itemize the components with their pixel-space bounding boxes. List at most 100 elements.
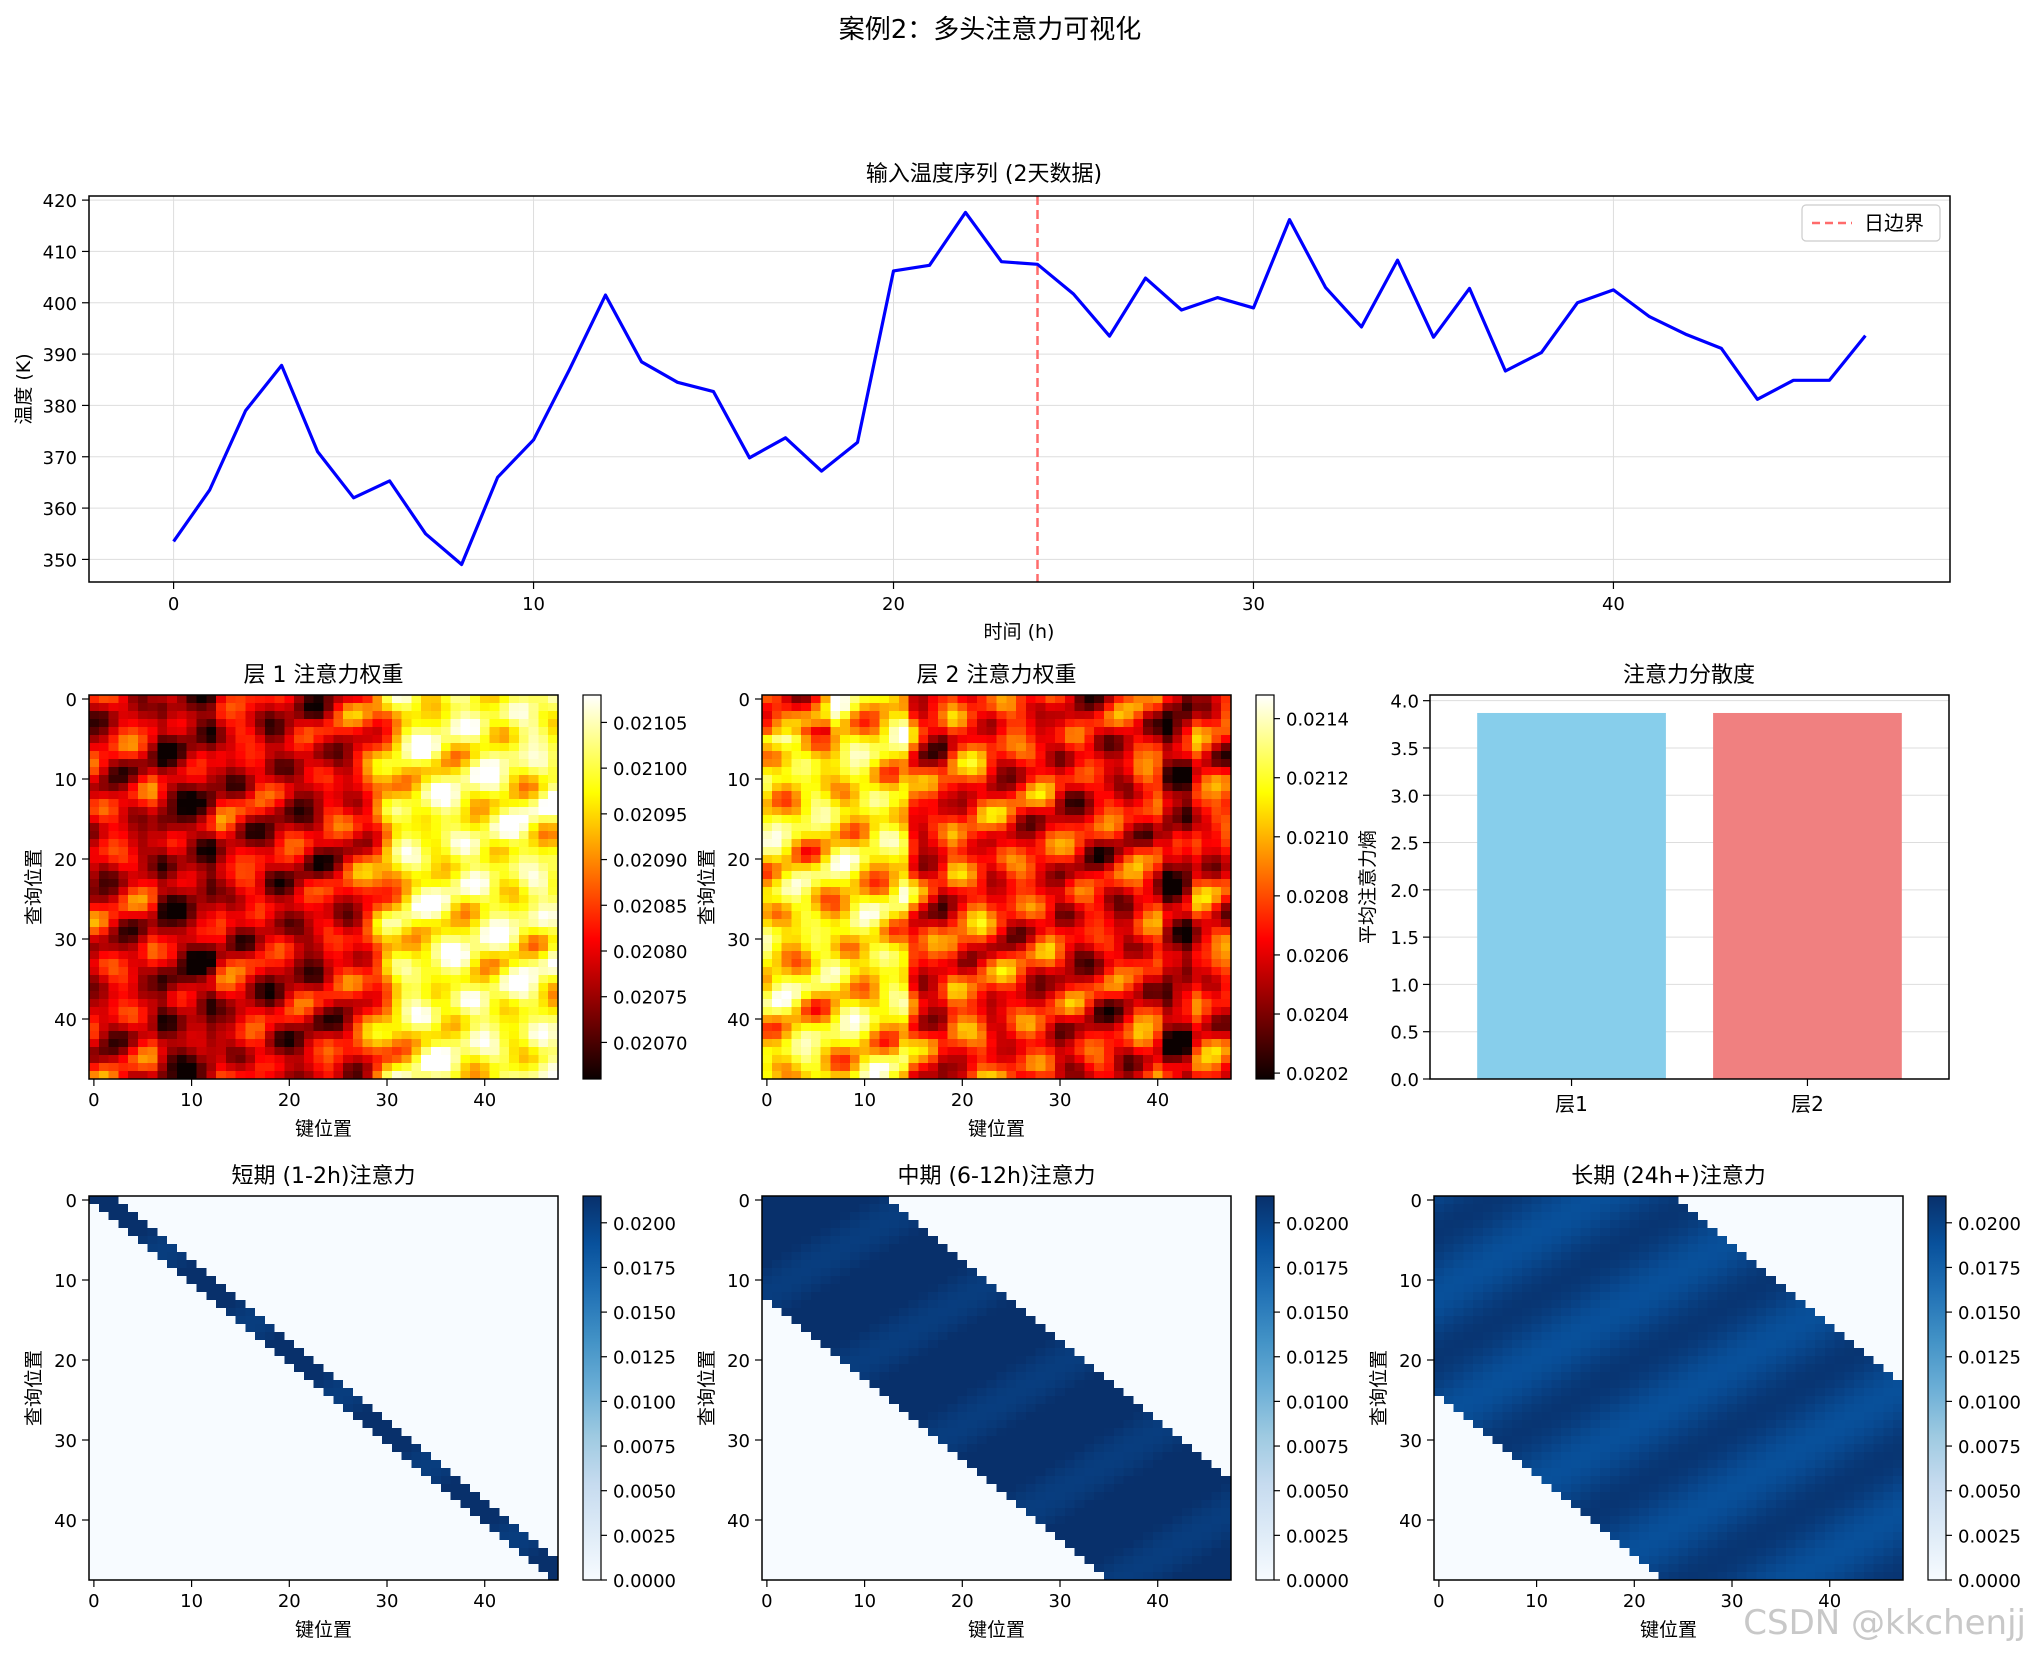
heatmap-cell	[489, 831, 500, 840]
heatmap-cell	[401, 727, 413, 736]
heatmap-cell	[313, 791, 325, 800]
heatmap-cell	[147, 815, 158, 824]
heatmap-cell	[1055, 711, 1066, 720]
heatmap-cell	[157, 727, 168, 736]
heatmap-cell	[967, 919, 978, 928]
heatmap-cell	[460, 951, 471, 960]
heatmap-cell	[889, 943, 900, 952]
heatmap-cell	[1143, 895, 1154, 904]
heatmap-cell	[118, 783, 129, 792]
heatmap-cell	[108, 991, 119, 1000]
heatmap-cell	[147, 1220, 158, 1229]
heatmap-cell	[1084, 1039, 1095, 1048]
heatmap-cell	[255, 727, 266, 736]
heatmap-cell	[333, 847, 344, 856]
heatmap-cell	[186, 879, 198, 888]
heatmap-cell	[137, 879, 149, 888]
heatmap-cell	[284, 751, 295, 760]
heatmap-cell	[1123, 975, 1134, 984]
heatmap-cell	[294, 1196, 305, 1205]
heatmap-cell	[499, 1212, 510, 1221]
heatmap-cell	[343, 751, 354, 760]
heatmap-cell	[1201, 951, 1213, 960]
bar-x-tick-label: 层2	[1791, 1092, 1824, 1116]
heatmap-cell	[967, 927, 978, 936]
heatmap-cell	[382, 735, 393, 744]
heatmap-cell	[274, 895, 286, 904]
heatmap-cell	[323, 999, 334, 1008]
heatmap-cell	[1211, 975, 1222, 984]
heatmap-cell	[928, 1071, 939, 1080]
heatmap-cell	[1055, 751, 1066, 760]
heatmap-cell	[918, 983, 929, 992]
heatmap-cell	[89, 703, 100, 712]
heatmap-cell	[216, 887, 227, 896]
heatmap-cell	[108, 1007, 119, 1016]
heatmap-cell	[1016, 1015, 1027, 1024]
heatmap-cell	[98, 1015, 110, 1024]
heatmap-cell	[206, 919, 217, 928]
heatmap-cell	[1035, 919, 1046, 928]
heatmap-cell	[1162, 1047, 1173, 1056]
heatmap-cell	[957, 1071, 968, 1080]
heatmap-cell	[333, 799, 344, 808]
heatmap-cell	[1045, 975, 1056, 984]
heatmap-cell	[225, 959, 237, 968]
heatmap-cell	[928, 1039, 939, 1048]
heatmap-cell	[1055, 1055, 1066, 1064]
heatmap-cell	[294, 1204, 305, 1213]
heatmap-cell	[820, 879, 831, 888]
heatmap-cell	[157, 831, 168, 840]
heatmap-cell	[771, 783, 783, 792]
heatmap-cell	[1055, 847, 1066, 856]
heatmap-cell	[186, 895, 198, 904]
heatmap-cell	[470, 775, 481, 784]
heatmap-cell	[1162, 1031, 1173, 1040]
heatmap-cell	[1143, 935, 1154, 944]
heatmap-cell	[1143, 703, 1154, 712]
heatmap-cell	[771, 871, 783, 880]
heatmap-cell	[538, 831, 549, 840]
heatmap-cell	[1172, 887, 1183, 896]
heatmap-cell	[499, 991, 510, 1000]
heatmap-cell	[1201, 1023, 1213, 1032]
heatmap-cell	[264, 823, 276, 832]
heatmap-cell	[225, 1047, 237, 1056]
heatmap-cell	[801, 703, 812, 712]
heatmap-cell	[1064, 823, 1076, 832]
heatmap-cell	[479, 1071, 491, 1080]
heatmap-cell	[1152, 855, 1164, 864]
heatmap-cell	[489, 783, 500, 792]
heatmap-cell	[528, 1220, 540, 1229]
heatmap-cell	[1211, 911, 1222, 920]
heatmap-cell	[186, 1007, 198, 1016]
heatmap-cell	[509, 943, 520, 952]
heatmap-cell	[313, 767, 325, 776]
heatmap-cell	[771, 823, 783, 832]
heatmap-cell	[313, 775, 325, 784]
heatmap-cell	[548, 735, 559, 744]
heatmap-cell	[176, 879, 188, 888]
heatmap-cell	[411, 983, 422, 992]
heatmap-cell	[255, 751, 266, 760]
heatmap-cell	[450, 783, 461, 792]
heatmap-cell	[235, 839, 246, 848]
heatmap-cell	[849, 1031, 861, 1040]
heatmap-cell	[957, 919, 968, 928]
heatmap-cell	[937, 1047, 949, 1056]
heatmap-cell	[382, 1220, 393, 1229]
heatmap-cell	[128, 1196, 139, 1205]
heatmap-cell	[460, 831, 471, 840]
heatmap-cell	[216, 895, 227, 904]
heatmap-cell	[1113, 903, 1125, 912]
heatmap-cell	[411, 703, 422, 712]
heatmap-cell	[411, 871, 422, 880]
heatmap-cell	[176, 767, 188, 776]
heatmap-cell	[986, 807, 998, 816]
heatmap-cell	[869, 831, 880, 840]
heatmap-cell	[1084, 695, 1095, 704]
heatmap-cell	[372, 919, 383, 928]
heatmap-cell	[470, 791, 481, 800]
heatmap-cell	[255, 1055, 266, 1064]
heatmap-cell	[771, 991, 783, 1000]
